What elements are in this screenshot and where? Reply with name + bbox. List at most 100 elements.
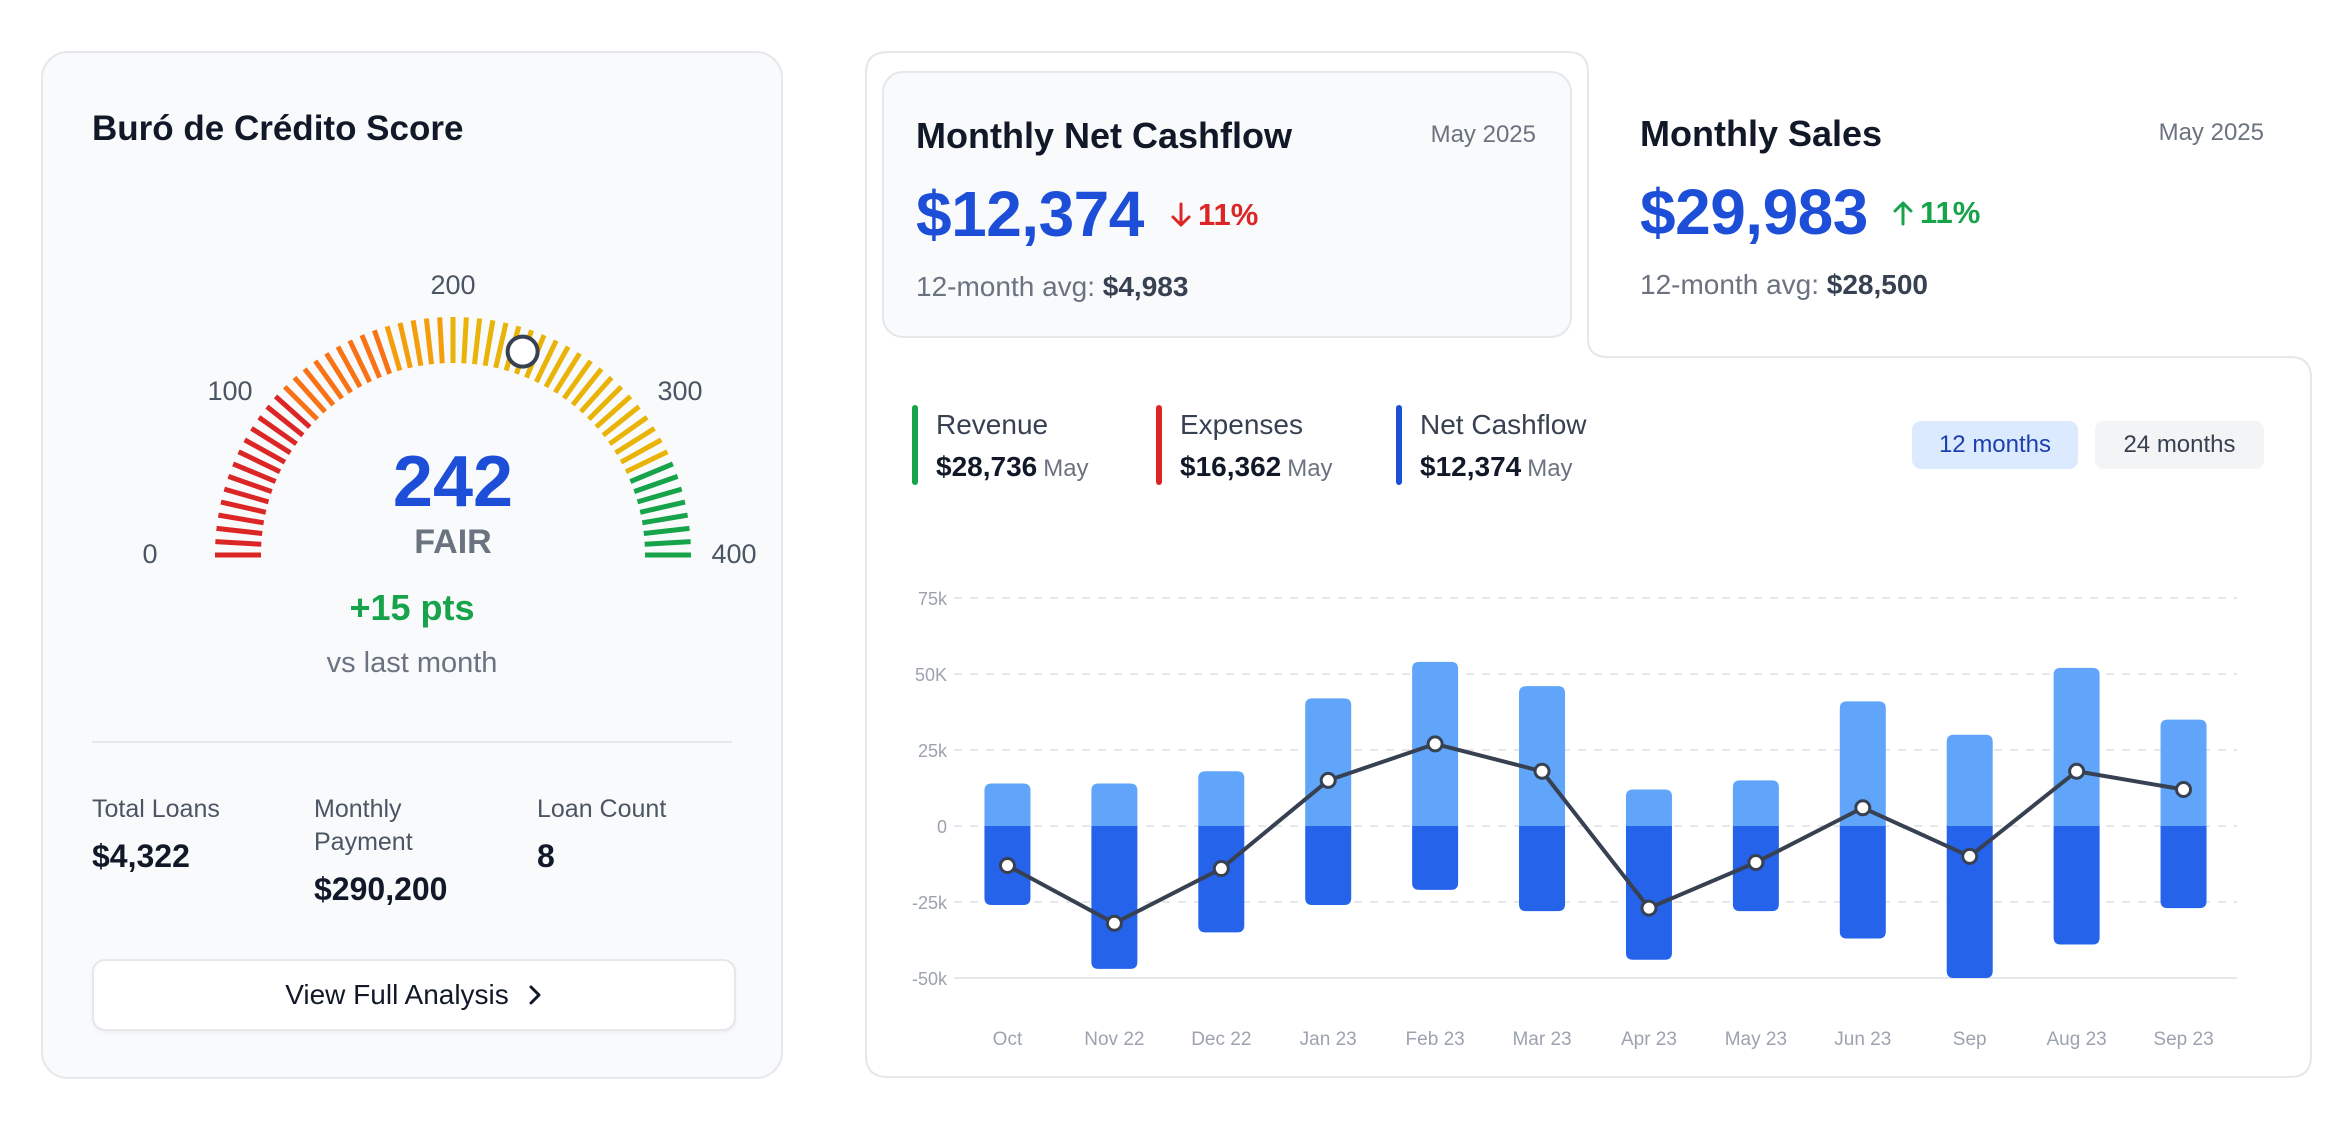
legend-label: Net Cashflow (1420, 409, 1587, 440)
x-tick-label: Apr 23 (1621, 1029, 1677, 1050)
monthly-sales-card[interactable]: Monthly Sales May 2025 $29,983 11% 12-mo… (1608, 71, 2298, 338)
gauge-label-0: 0 (142, 539, 157, 569)
score-value: 242 (393, 442, 513, 522)
bar-revenue[interactable] (1732, 780, 1779, 826)
x-tick-label: Aug 23 (2047, 1029, 2107, 1050)
monthly-sales-value: $29,983 (1640, 176, 1868, 248)
bar-revenue[interactable] (2053, 667, 2100, 826)
gauge-tick (472, 318, 483, 365)
net-cashflow-point[interactable] (1854, 799, 1872, 817)
net-cashflow-point[interactable] (2175, 781, 2193, 799)
bar-expense[interactable] (1625, 826, 1672, 960)
bar-revenue[interactable] (984, 783, 1031, 826)
net-cashflow-point[interactable] (1961, 847, 1979, 865)
gauge-tick (282, 384, 320, 422)
net-cashflow-point[interactable] (2068, 762, 2086, 780)
legend-amount: $28,736 (936, 451, 1038, 482)
legend-label: Revenue (936, 409, 1049, 440)
bar-revenue[interactable] (1198, 771, 1245, 826)
x-tick-label: Nov 22 (1084, 1029, 1144, 1050)
net-cashflow-point[interactable] (1747, 853, 1765, 871)
gauge-tick (614, 426, 656, 455)
gauge-label-400: 400 (711, 539, 756, 569)
arrow-up-icon (1893, 201, 1913, 226)
legend-color-bar (1156, 405, 1162, 485)
net-cashflow-point[interactable] (1212, 860, 1230, 878)
net-cashflow-point[interactable] (1105, 914, 1123, 932)
stat-total-loans: Total Loans $4,322 (92, 793, 292, 875)
legend-value: $16,362 May (1180, 451, 1333, 483)
average-value: $28,500 (1826, 269, 1928, 300)
gauge-tick (313, 359, 344, 400)
bar-expense[interactable] (1091, 826, 1138, 969)
gauge-tick (372, 329, 392, 375)
gauge-tick (437, 317, 445, 364)
stat-monthly-payment: Monthly Payment $290,200 (314, 793, 464, 908)
x-tick-label: Dec 22 (1191, 1029, 1251, 1050)
y-tick-label: -50k (912, 969, 948, 989)
gauge-tick (644, 539, 691, 547)
credit-score-gauge: 0 100 200 300 400 242 FAIR (142, 270, 756, 569)
monthly-sales-change-value: 11% (1920, 195, 1981, 230)
gauge-tick (397, 322, 413, 369)
cashflow-panel: Monthly Net Cashflow May 2025 $12,374 11… (864, 51, 2314, 1079)
stat-value: $4,322 (92, 838, 190, 874)
range-24-months-button[interactable]: 24 months (2095, 421, 2264, 469)
bar-expense[interactable] (1305, 826, 1352, 906)
net-cashflow-point[interactable] (1533, 762, 1551, 780)
y-tick-label: 25k (918, 741, 948, 761)
average-value: $4,983 (1102, 271, 1189, 302)
y-tick-label: 50K (915, 665, 947, 685)
bar-revenue[interactable] (1946, 734, 1993, 826)
bar-expense[interactable] (1946, 826, 1993, 978)
average-label: 12-month avg: (916, 271, 1095, 302)
x-tick-label: Mar 23 (1512, 1029, 1571, 1050)
x-tick-label: Oct (993, 1029, 1023, 1050)
bar-expense[interactable] (2053, 826, 2100, 945)
net-cashflow-point[interactable] (998, 857, 1016, 875)
net-cashflow-value: $12,374 (916, 178, 1144, 250)
net-cashflow-average: 12-month avg: $4,983 (916, 271, 1188, 303)
bar-revenue[interactable] (1305, 698, 1352, 826)
x-tick-label: Feb 23 (1406, 1029, 1465, 1050)
gauge-tick (636, 486, 683, 505)
bar-revenue[interactable] (1091, 783, 1138, 826)
bar-revenue[interactable] (2160, 719, 2207, 826)
bar-revenue[interactable] (1519, 686, 1566, 826)
gauge-tick (562, 359, 593, 400)
score-marker (505, 334, 540, 369)
gauge-tick (579, 375, 614, 414)
gauge-label-200: 200 (430, 270, 475, 300)
gauge-tick (629, 461, 674, 484)
bar-revenue[interactable] (1839, 701, 1886, 826)
bar-revenue[interactable] (1625, 789, 1672, 826)
y-tick-label: 75k (918, 589, 948, 609)
gauge-tick (250, 426, 292, 455)
net-cashflow-point[interactable] (1640, 899, 1658, 917)
net-cashflow-point[interactable] (1319, 771, 1337, 789)
gauge-tick (217, 512, 265, 526)
bar-expense[interactable] (1412, 826, 1459, 890)
view-full-analysis-label: View Full Analysis (285, 979, 509, 1010)
range-12-months-button[interactable]: 12 months (1912, 421, 2078, 469)
gauge-tick (223, 486, 270, 505)
gauge-tick (586, 384, 624, 422)
bar-expense[interactable] (1519, 826, 1566, 912)
gauge-tick (633, 474, 679, 494)
gauge-tick (243, 437, 287, 465)
legend-month: May (1287, 455, 1333, 482)
bar-expense[interactable] (1198, 826, 1245, 933)
gauge-tick (553, 352, 582, 394)
net-cashflow-change: 11% (1170, 197, 1258, 233)
net-cashflow-card[interactable]: Monthly Net Cashflow May 2025 $12,374 11… (882, 71, 1572, 338)
gauge-label-100: 100 (207, 376, 252, 406)
gauge-tick (324, 352, 353, 394)
net-cashflow-point[interactable] (1426, 735, 1444, 753)
bar-expense[interactable] (2160, 826, 2207, 909)
bar-expense[interactable] (1839, 826, 1886, 939)
x-tick-label: Sep 23 (2153, 1029, 2213, 1050)
gauge-tick (410, 319, 424, 367)
average-label: 12-month avg: (1640, 269, 1819, 300)
gauge-tick (619, 437, 663, 465)
view-full-analysis-button[interactable]: View Full Analysis (92, 959, 736, 1031)
